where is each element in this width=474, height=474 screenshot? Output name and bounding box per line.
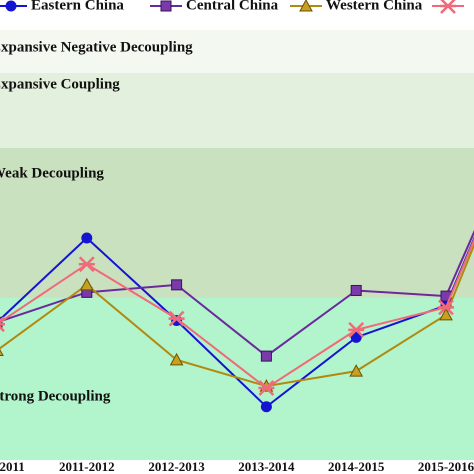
legend-item [432, 0, 464, 14]
legend-label: Central China [186, 0, 279, 13]
marker [258, 380, 275, 396]
band-label: Expansive Negative Decoupling [0, 39, 193, 55]
x-tick-label: 2010-2011 [0, 459, 25, 474]
marker [349, 364, 364, 377]
band-label: Weak Decoupling [0, 165, 104, 181]
band [0, 30, 474, 73]
band [0, 72, 474, 148]
marker [439, 307, 453, 321]
band-label: Strong Decoupling [0, 388, 111, 404]
marker [0, 316, 5, 333]
marker [81, 232, 93, 244]
x-tick-label: 2012-2013 [148, 459, 205, 474]
legend-label: Western China [326, 0, 423, 13]
marker [260, 401, 272, 413]
marker [438, 299, 454, 316]
marker [440, 0, 456, 14]
marker [350, 331, 362, 343]
marker [171, 279, 183, 291]
legend-item: Central China [150, 0, 279, 13]
marker [79, 277, 94, 291]
x-tick-label: 2013-2014 [238, 459, 295, 474]
marker [299, 0, 313, 12]
legend-item: Western China [290, 0, 423, 13]
marker [348, 321, 365, 338]
x-tick-label: 2014-2015 [328, 459, 385, 474]
marker [350, 284, 362, 296]
x-tick-label: 2011-2012 [59, 459, 115, 474]
marker [260, 350, 272, 362]
band-label: Expansive Coupling [0, 76, 120, 92]
marker [78, 256, 95, 273]
marker [160, 0, 172, 12]
band [0, 147, 474, 298]
marker [169, 352, 184, 366]
legend-item: Eastern China [0, 0, 124, 13]
marker [168, 310, 185, 327]
legend-label: Eastern China [31, 0, 124, 13]
marker [5, 0, 17, 12]
marker [0, 348, 4, 356]
x-tick-label: 2015-2016 [418, 459, 474, 474]
legend-bg [0, 0, 474, 18]
